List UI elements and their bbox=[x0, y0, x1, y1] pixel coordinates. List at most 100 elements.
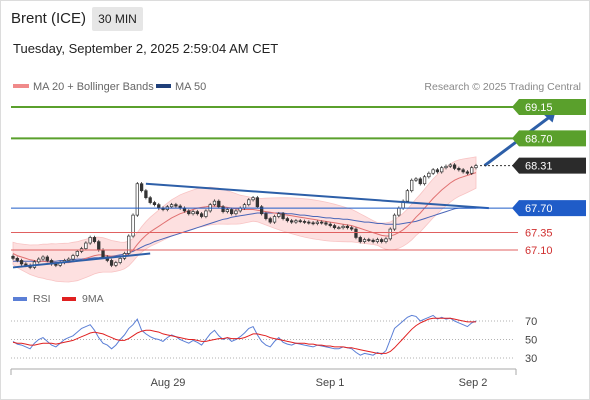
candle bbox=[281, 213, 285, 219]
candle bbox=[109, 260, 114, 266]
candle bbox=[435, 169, 440, 173]
candle bbox=[388, 228, 392, 240]
candle bbox=[67, 258, 71, 261]
rsi-legend-swatch bbox=[13, 297, 27, 301]
candle bbox=[272, 216, 277, 223]
candle bbox=[84, 242, 88, 249]
candle bbox=[298, 220, 302, 223]
candle bbox=[45, 256, 49, 261]
candle bbox=[315, 221, 320, 224]
candle bbox=[290, 220, 294, 223]
candle bbox=[88, 237, 92, 244]
level-label-68.70: 68.70 bbox=[525, 133, 553, 145]
candle bbox=[229, 209, 234, 215]
candle bbox=[405, 190, 410, 202]
candle bbox=[174, 204, 178, 207]
candle bbox=[251, 197, 255, 201]
candle bbox=[341, 225, 345, 229]
candle bbox=[392, 214, 397, 230]
candle bbox=[452, 164, 457, 169]
candle bbox=[242, 204, 247, 209]
candle bbox=[157, 204, 161, 209]
candle bbox=[358, 237, 362, 242]
candle bbox=[37, 258, 41, 263]
candle bbox=[255, 197, 260, 208]
candle bbox=[131, 214, 135, 237]
candle bbox=[311, 222, 315, 225]
candle bbox=[199, 213, 204, 217]
candle bbox=[320, 221, 324, 224]
candle bbox=[350, 227, 354, 230]
candle bbox=[294, 220, 298, 223]
x-tick-label: Sep 1 bbox=[316, 377, 345, 389]
candle bbox=[169, 204, 174, 208]
candle bbox=[332, 225, 337, 229]
ma50-legend-swatch bbox=[156, 84, 171, 88]
candle bbox=[367, 239, 371, 241]
candle bbox=[380, 239, 384, 242]
price-levels: 69.15 68.70 68.31 67.70 67.35 67.10 bbox=[11, 99, 586, 257]
candle bbox=[217, 200, 221, 208]
candle bbox=[457, 168, 461, 171]
x-tick-label: Sep 2 bbox=[459, 377, 488, 389]
candle bbox=[71, 255, 75, 260]
candle bbox=[448, 164, 452, 167]
candle bbox=[418, 178, 422, 185]
candle bbox=[225, 209, 230, 212]
level-tag-69.15 bbox=[512, 99, 586, 115]
candle bbox=[11, 255, 15, 259]
timeframe-badge[interactable]: 30 MIN bbox=[92, 7, 143, 31]
candle bbox=[259, 206, 264, 215]
candle bbox=[461, 169, 465, 173]
level-tag-67.70 bbox=[512, 200, 586, 217]
candle bbox=[444, 165, 448, 169]
rsi-tick-50: 50 bbox=[525, 335, 537, 347]
candle bbox=[127, 235, 131, 254]
candle bbox=[75, 251, 79, 256]
level-label-68.31: 68.31 bbox=[525, 161, 553, 173]
level-label-67.10: 67.10 bbox=[525, 245, 553, 257]
candle bbox=[440, 167, 444, 173]
trendline-0 bbox=[145, 182, 489, 210]
candle bbox=[97, 241, 101, 251]
candle bbox=[422, 176, 427, 185]
candle bbox=[362, 239, 367, 242]
candle bbox=[264, 213, 268, 219]
candle bbox=[15, 258, 19, 261]
candle bbox=[397, 207, 401, 216]
rsi-tick-70: 70 bbox=[525, 316, 537, 328]
candle bbox=[139, 183, 144, 192]
price-plot bbox=[11, 107, 557, 283]
candle bbox=[302, 221, 307, 223]
rsi-ma-line bbox=[12, 317, 476, 354]
timestamp: Tuesday, September 2, 2025 2:59:04 AM CE… bbox=[13, 41, 279, 56]
candle bbox=[148, 197, 152, 203]
rsi-line bbox=[12, 314, 477, 356]
candle bbox=[371, 239, 375, 242]
candle bbox=[212, 200, 217, 206]
level-label-67.35: 67.35 bbox=[525, 228, 553, 240]
candle bbox=[135, 183, 139, 216]
candle bbox=[195, 211, 199, 215]
candle bbox=[324, 222, 328, 225]
candle bbox=[234, 210, 238, 215]
candle bbox=[247, 199, 251, 206]
candle bbox=[187, 210, 191, 215]
candle bbox=[465, 171, 470, 174]
ma20-legend-swatch bbox=[13, 84, 29, 88]
level-tag-68.31 bbox=[512, 157, 586, 174]
rsi-tick-30: 30 bbox=[525, 353, 537, 365]
candle bbox=[152, 202, 157, 206]
rsi-ma-legend-label: 9MA bbox=[82, 293, 104, 305]
candle bbox=[307, 221, 311, 224]
candle bbox=[41, 256, 45, 260]
bollinger-band bbox=[12, 156, 477, 283]
candle bbox=[328, 223, 332, 226]
candle bbox=[345, 225, 350, 229]
candle bbox=[204, 210, 208, 217]
candle bbox=[375, 239, 380, 242]
candle bbox=[277, 213, 281, 217]
candle bbox=[144, 190, 148, 199]
x-tick-label: Aug 29 bbox=[151, 377, 186, 389]
